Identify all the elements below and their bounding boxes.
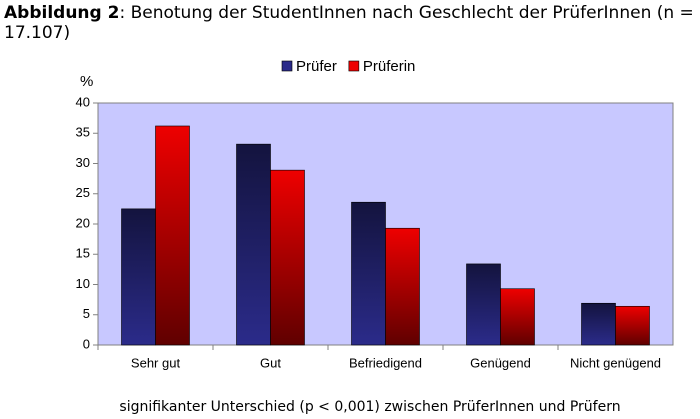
bar-shade xyxy=(155,125,190,346)
y-tick-label: 0 xyxy=(83,336,90,351)
x-tick-label: Gut xyxy=(260,355,281,370)
y-tick-label: 5 xyxy=(83,306,90,321)
title-text: : Benotung der StudentInnen nach Geschle… xyxy=(119,3,693,23)
x-tick-label: Befriedigend xyxy=(349,355,422,370)
y-tick-label: 15 xyxy=(76,246,90,261)
bar-shade xyxy=(351,201,386,346)
x-tick-label: Genügend xyxy=(470,355,531,370)
y-tick-label: 10 xyxy=(76,276,90,291)
bar-shade xyxy=(121,208,156,346)
bar-shade xyxy=(466,263,501,346)
legend-swatch xyxy=(281,60,293,72)
legend-swatch xyxy=(348,60,360,72)
chart-title-continued: 17.107) xyxy=(4,23,70,43)
bar-shade xyxy=(581,302,616,346)
legend-label: Prüfer xyxy=(296,58,337,75)
x-tick-label: Nicht genügend xyxy=(570,355,661,370)
bar-shade xyxy=(615,305,650,346)
x-tick-label: Sehr gut xyxy=(131,355,181,370)
y-tick-label: 40 xyxy=(76,94,90,109)
chart-title: Abbildung 2: Benotung der StudentInnen n… xyxy=(4,3,694,23)
y-tick-label: 30 xyxy=(76,155,90,170)
bar-shade xyxy=(385,227,420,346)
y-axis-label: % xyxy=(80,73,93,90)
note: signifikanter Unterschied (p < 0,001) zw… xyxy=(119,399,620,415)
bar-shade xyxy=(236,143,271,346)
figure-label: Abbildung 2 xyxy=(4,3,119,23)
legend-label: Prüferin xyxy=(363,58,416,75)
bar-shade xyxy=(500,288,535,346)
y-tick-label: 35 xyxy=(76,125,90,140)
y-tick-label: 25 xyxy=(76,185,90,200)
y-tick-label: 20 xyxy=(76,215,90,230)
bar-shade xyxy=(270,169,305,346)
